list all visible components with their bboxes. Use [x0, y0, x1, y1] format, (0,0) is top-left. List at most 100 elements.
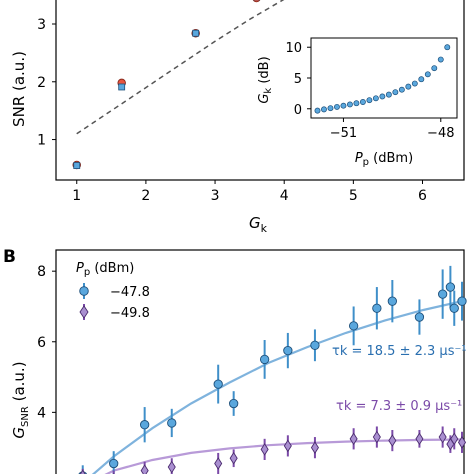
inset-point — [366, 97, 373, 104]
inset-y-axis-label: Gk (dB) — [257, 56, 274, 103]
panel-b-point-circle — [445, 282, 456, 292]
panel-a-x-tick-label: 6 — [418, 188, 427, 204]
panel-b-point-circle — [229, 398, 239, 409]
inset-x-tick-label: −51 — [330, 126, 357, 141]
panel-b-point-diamond — [438, 430, 447, 444]
panel-b-frame — [55, 249, 465, 474]
inset-point — [437, 56, 444, 63]
panel-b-point-circle — [283, 345, 293, 356]
panel-b-point-circle — [109, 458, 119, 469]
panel-b-y-ticks: 2468 — [37, 264, 56, 421]
legend-marker-series-1 — [79, 283, 89, 299]
panel-b-point-diamond — [260, 443, 269, 456]
inset-x-tick-label: −48 — [427, 126, 454, 141]
inset-point — [379, 93, 386, 100]
panel-b-point-diamond — [229, 451, 238, 465]
panel-b-label: B — [3, 247, 16, 267]
annotation-tau-series-2: τk = 7.3 ± 0.9 μs⁻¹ — [336, 399, 462, 414]
panel-a-dashed-fit — [76, 0, 285, 135]
panel-a-chart: 1 2 3 1 2 3 4 5 6 SNR (a.u.) Gk — [10, 0, 465, 235]
legend-title-unit: (dBm) — [90, 261, 134, 276]
panel-b-point-diamond — [310, 441, 319, 454]
inset-point — [327, 105, 334, 112]
inset-point — [346, 101, 353, 108]
panel-b-point-diamond — [140, 464, 149, 474]
inset-point — [431, 65, 438, 72]
panel-a-y-tick-label: 3 — [37, 17, 46, 33]
inset-point — [359, 99, 366, 105]
panel-b-point-circle — [140, 420, 150, 430]
legend-title: Pp (dBm) — [76, 261, 134, 278]
inset-point — [444, 44, 451, 51]
inset-y-label-unit: (dB) — [257, 56, 272, 87]
panel-b-point-diamond — [79, 469, 86, 474]
panel-b-point-diamond — [415, 432, 424, 446]
panel-b-fit-line-1 — [91, 300, 463, 474]
panel-b-y-axis-label: GSNR (a.u.) — [10, 361, 31, 438]
legend-title-sub: p — [84, 267, 90, 278]
inset-x-label-base: P — [355, 151, 363, 166]
inset-y-label-base: G — [257, 94, 272, 104]
panel-a-x-ticks: 1 2 3 4 5 6 — [72, 180, 427, 204]
panel-b-point-diamond — [167, 460, 176, 474]
panel-a-frame — [55, 0, 465, 181]
inset-x-ticks: −51 −48 — [330, 118, 454, 141]
inset-point — [321, 106, 327, 113]
inset-point — [418, 76, 425, 83]
inset-point — [405, 83, 412, 90]
inset-point — [372, 95, 379, 102]
panel-a-x-tick-label: 4 — [280, 188, 289, 204]
inset-point — [353, 100, 360, 107]
inset-point — [385, 91, 392, 98]
panel-b-point-diamond — [388, 434, 397, 447]
panel-b-point-circle — [348, 321, 359, 331]
panel-a-point-square — [192, 29, 200, 37]
panel-b-y-label-base: G — [10, 427, 28, 439]
panel-a-x-axis-label: Gk — [249, 214, 268, 235]
panel-b-points — [78, 265, 467, 474]
panel-b-point-circle — [449, 303, 459, 313]
panel-a-x-label-base: G — [249, 214, 261, 232]
inset-point — [424, 71, 431, 78]
panel-b-y-tick-label: 4 — [37, 405, 46, 421]
inset-point — [314, 107, 321, 114]
panel-b-fit-line-2 — [104, 438, 463, 474]
panel-a-y-tick-label: 2 — [37, 75, 46, 91]
panel-a-x-tick-label: 1 — [72, 188, 81, 204]
inset-point — [411, 80, 418, 87]
legend-label-series-2: −49.8 — [110, 306, 150, 321]
panel-a-point-square — [73, 162, 81, 169]
panel-a-points — [72, 0, 261, 170]
panel-a-y-ticks: 1 2 3 — [37, 17, 56, 149]
panel-a-y-axis-label: SNR (a.u.) — [10, 51, 28, 127]
panel-a-x-label-sub: k — [261, 222, 268, 235]
panel-a-point-circle — [252, 0, 261, 3]
inset-point — [340, 102, 347, 109]
inset-point — [398, 86, 405, 93]
panel-b-point-circle — [167, 418, 177, 428]
inset-points — [314, 44, 451, 114]
panel-b-point-circle — [387, 296, 397, 306]
inset-chart: 0 5 10 −51 −48 Gk (dB) Pp (dBm) — [257, 37, 458, 168]
inset-point — [334, 103, 340, 110]
panel-b-y-label-sub: SNR — [20, 406, 31, 427]
panel-b-point-diamond — [457, 436, 467, 449]
panel-b-point-circle — [372, 303, 382, 313]
legend: Pp (dBm) −47.8 −49.8 — [76, 261, 150, 321]
panel-a-point-square — [118, 83, 126, 91]
inset-y-label-sub: k — [263, 88, 274, 94]
panel-b-point-diamond — [372, 430, 381, 444]
legend-label-series-1: −47.8 — [110, 285, 150, 300]
panel-a-x-tick-label: 5 — [349, 188, 358, 204]
panel-a-y-tick-label: 1 — [37, 133, 46, 149]
inset-y-tick-label: 0 — [294, 103, 302, 118]
panel-a-x-tick-label: 3 — [211, 188, 220, 204]
panel-b-y-tick-label: 8 — [37, 264, 46, 280]
panel-a-fit-line — [76, 0, 285, 135]
inset-x-axis-label: Pp (dBm) — [355, 151, 413, 168]
panel-b-point-circle — [437, 289, 448, 299]
panel-b-point-circle — [259, 354, 270, 365]
inset-y-ticks: 0 5 10 — [285, 41, 311, 118]
panel-b-point-diamond — [214, 457, 223, 470]
